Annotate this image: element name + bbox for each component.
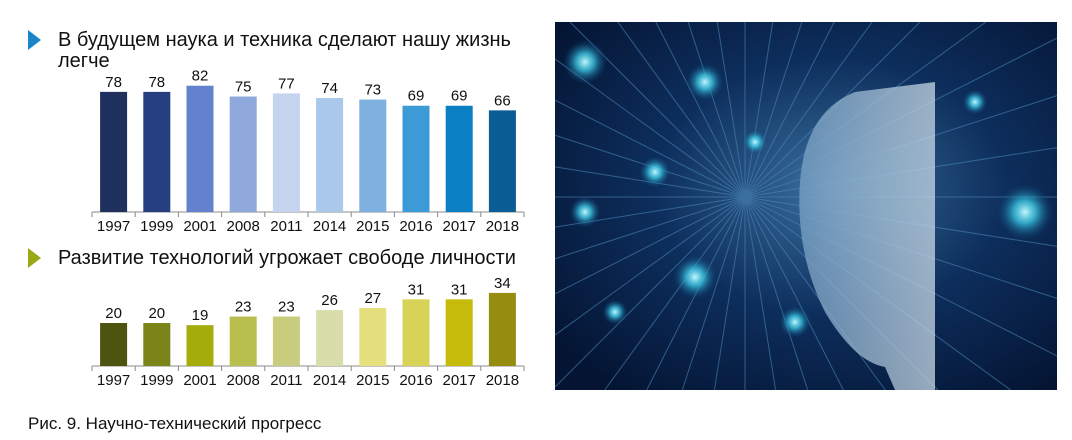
- x-tick-label: 2017: [443, 218, 476, 235]
- data-label: 27: [364, 290, 381, 307]
- chart-title-2: Развитие технологий угрожает свободе лич…: [58, 247, 516, 269]
- bar: [359, 307, 387, 366]
- ray-decoration: [744, 196, 809, 390]
- x-tick-label: 1999: [140, 218, 173, 235]
- glow-decoration: [602, 299, 628, 325]
- x-tick-label: 2015: [356, 372, 389, 389]
- x-tick-label: 2014: [313, 218, 346, 235]
- glow-decoration: [672, 254, 718, 300]
- ray-decoration: [555, 196, 746, 295]
- ray-decoration: [716, 22, 746, 198]
- bar: [143, 323, 171, 366]
- ray-decoration: [655, 22, 746, 198]
- bar-charts: 78 1997 78 1999 82 2001 75 2008 77 2011 74 2014 73 20…: [91, 68, 525, 389]
- data-label: 82: [192, 68, 209, 85]
- data-label: 75: [235, 79, 252, 96]
- data-label: 77: [278, 75, 295, 92]
- data-label: 73: [364, 82, 381, 99]
- data-label: 31: [451, 281, 468, 298]
- x-tick-label: 1997: [97, 218, 130, 235]
- data-label: 26: [321, 292, 338, 309]
- figure-caption: Рис. 9. Научно-технический прогресс: [28, 414, 322, 433]
- ray-decoration: [555, 99, 746, 198]
- bar: [229, 316, 257, 366]
- data-label: 69: [451, 88, 468, 105]
- glow-decoration: [685, 62, 725, 102]
- x-tick-label: 1999: [140, 372, 173, 389]
- x-tick-label: 2018: [486, 218, 519, 235]
- bar: [316, 310, 344, 366]
- x-tick-label: 2017: [443, 372, 476, 389]
- ray-decoration: [604, 196, 746, 390]
- bar: [402, 105, 430, 212]
- ray-decoration: [617, 22, 746, 198]
- ray-decoration: [744, 22, 803, 198]
- x-tick-label: 2015: [356, 218, 389, 235]
- data-label: 34: [494, 275, 511, 292]
- bar: [272, 316, 300, 366]
- x-tick-label: 2016: [399, 218, 432, 235]
- x-tick-label: 2011: [270, 218, 302, 235]
- bar: [488, 110, 516, 212]
- ray-decoration: [687, 22, 746, 198]
- bar: [488, 292, 516, 366]
- bar: [100, 323, 128, 366]
- glow-decoration: [569, 196, 601, 228]
- data-label: 66: [494, 92, 511, 109]
- data-label: 31: [408, 281, 425, 298]
- title-marker-icon: [28, 30, 41, 50]
- glow-decoration: [962, 89, 988, 115]
- ray-decoration: [744, 196, 844, 390]
- bar: [445, 105, 473, 212]
- ray-decoration: [744, 22, 835, 198]
- bar: [186, 85, 214, 212]
- ray-decoration: [744, 196, 777, 390]
- data-label: 74: [321, 80, 338, 97]
- x-tick-label: 2008: [227, 372, 260, 389]
- data-label: 23: [278, 299, 295, 316]
- glow-decoration: [562, 39, 608, 85]
- bar: [100, 91, 128, 212]
- ray-decoration: [555, 196, 746, 260]
- data-label: 69: [408, 88, 425, 105]
- ray-decoration: [713, 196, 746, 390]
- glow-decoration: [779, 306, 811, 338]
- bar: [143, 91, 171, 212]
- glow-decoration: [639, 156, 671, 188]
- ai-face-image: [555, 22, 1057, 390]
- ray-decoration: [555, 196, 746, 336]
- chart-title-1: В будущем наука и техника сделают нашу ж…: [58, 29, 511, 72]
- bar: [272, 93, 300, 212]
- glow-decoration: [742, 129, 768, 155]
- ray-decoration: [744, 22, 774, 198]
- bar: [402, 299, 430, 366]
- title-marker-icon: [28, 248, 41, 268]
- bar: [445, 299, 473, 366]
- data-label: 78: [148, 74, 165, 91]
- ray-decoration: [555, 196, 746, 388]
- x-tick-label: 2001: [183, 372, 216, 389]
- bar: [229, 96, 257, 212]
- bar: [316, 98, 344, 212]
- bar: [359, 99, 387, 212]
- x-tick-label: 1997: [97, 372, 130, 389]
- ray-decoration: [681, 196, 746, 390]
- ray-decoration: [744, 196, 886, 390]
- x-tick-label: 2016: [399, 372, 432, 389]
- x-tick-label: 2014: [313, 372, 346, 389]
- data-label: 23: [235, 299, 252, 316]
- data-label: 78: [105, 74, 122, 91]
- data-label: 20: [148, 305, 165, 322]
- x-tick-label: 2001: [183, 218, 216, 235]
- data-label: 19: [192, 307, 209, 324]
- data-label: 20: [105, 305, 122, 322]
- x-tick-label: 2011: [270, 372, 302, 389]
- x-tick-label: 2018: [486, 372, 519, 389]
- ray-decoration: [744, 22, 873, 198]
- bar: [186, 325, 214, 366]
- x-tick-label: 2008: [227, 218, 260, 235]
- glow-decoration: [996, 183, 1054, 241]
